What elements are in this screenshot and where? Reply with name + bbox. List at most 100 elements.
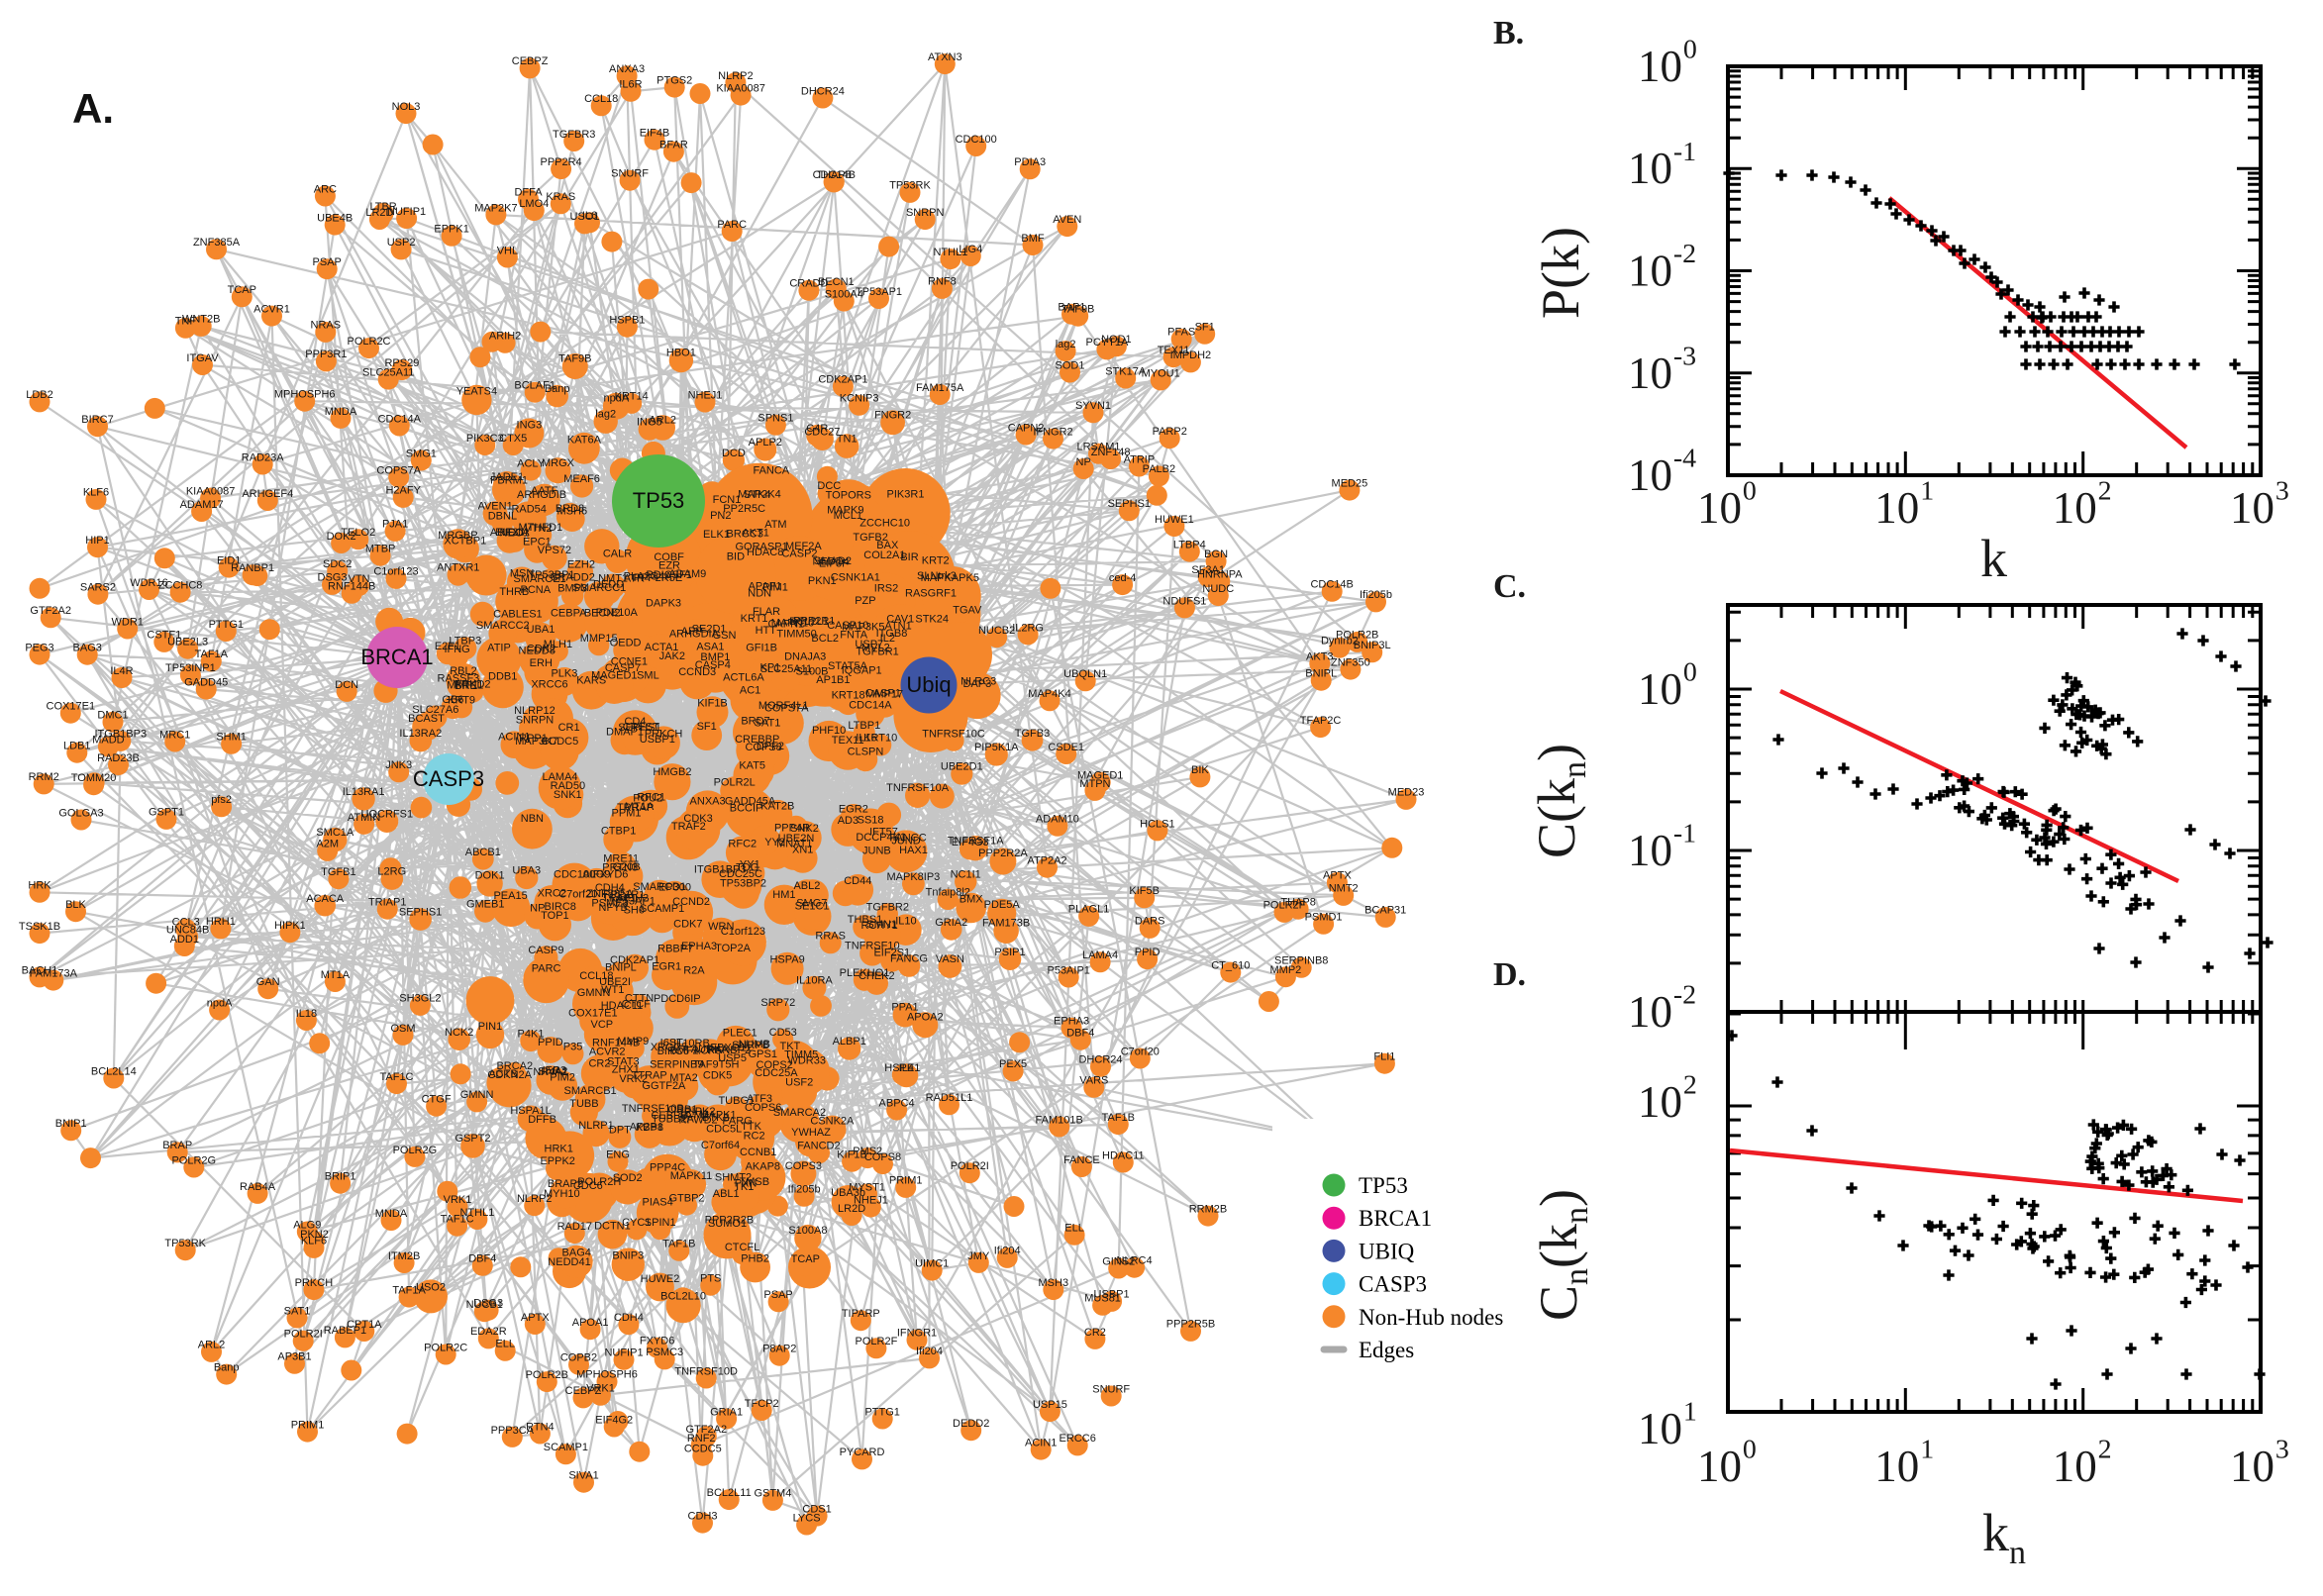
svg-text:JADE1: JADE1 — [490, 471, 524, 483]
svg-text:NUDC: NUDC — [1202, 583, 1234, 595]
svg-text:STK4: STK4 — [744, 489, 771, 501]
svg-text:TOMM20: TOMM20 — [71, 772, 117, 784]
svg-text:PSMD1: PSMD1 — [1305, 912, 1343, 924]
svg-text:PTGS2: PTGS2 — [656, 74, 692, 86]
svg-text:MEF2A: MEF2A — [785, 541, 822, 552]
svg-text:FXYD6: FXYD6 — [640, 1336, 674, 1347]
svg-text:POLR2F: POLR2F — [1263, 900, 1306, 912]
svg-text:NC1I1: NC1I1 — [951, 869, 981, 881]
svg-text:ADD1: ADD1 — [170, 934, 199, 946]
svg-text:MAPK1: MAPK1 — [699, 1110, 736, 1122]
svg-text:PPP4C: PPP4C — [650, 1162, 685, 1174]
svg-text:MRC1: MRC1 — [159, 729, 190, 741]
svg-text:KRT14: KRT14 — [615, 391, 649, 403]
svg-text:STAT5A: STAT5A — [828, 660, 868, 672]
svg-text:-2: -2 — [1673, 980, 1696, 1011]
svg-text:PIK3C3: PIK3C3 — [466, 433, 504, 445]
svg-text:CR2: CR2 — [588, 1058, 610, 1070]
svg-text:GFI1B: GFI1B — [746, 642, 777, 653]
svg-text:ATN1: ATN1 — [884, 621, 911, 633]
svg-text:BGN: BGN — [1204, 549, 1228, 560]
svg-text:TNFRSF10A: TNFRSF10A — [886, 782, 950, 794]
svg-text:BCLAF1: BCLAF1 — [514, 380, 556, 392]
svg-text:-4: -4 — [1673, 444, 1696, 474]
svg-text:FAM175A: FAM175A — [916, 382, 964, 394]
svg-text:TIMM50: TIMM50 — [776, 629, 816, 641]
svg-text:PLEC1: PLEC1 — [723, 1027, 758, 1039]
svg-text:S100A4: S100A4 — [825, 288, 863, 300]
svg-text:RIPK2: RIPK2 — [684, 1106, 716, 1118]
svg-text:TUBB: TUBB — [569, 1098, 598, 1110]
svg-text:DEDD: DEDD — [593, 579, 624, 591]
svg-text:MMP17: MMP17 — [865, 689, 903, 701]
svg-text:CT_610: CT_610 — [1211, 959, 1250, 971]
svg-text:KRT2: KRT2 — [922, 555, 950, 567]
svg-text:RFC1: RFC1 — [637, 791, 665, 803]
svg-text:CDK3: CDK3 — [683, 813, 712, 825]
svg-text:TFAP2C: TFAP2C — [1300, 715, 1342, 727]
svg-text:RNF144B: RNF144B — [328, 581, 375, 593]
svg-text:SARS2: SARS2 — [80, 582, 116, 594]
svg-text:npdA: npdA — [604, 393, 630, 405]
svg-text:NBN: NBN — [521, 813, 544, 825]
svg-text:DARS: DARS — [1135, 916, 1165, 928]
svg-text:PEA15: PEA15 — [493, 890, 527, 902]
svg-text:GPS1: GPS1 — [749, 1048, 777, 1060]
svg-text:PRKCH: PRKCH — [645, 728, 683, 740]
svg-text:PARP2: PARP2 — [1153, 426, 1187, 438]
svg-text:SPIN1: SPIN1 — [645, 1217, 676, 1229]
svg-text:BECN1: BECN1 — [818, 276, 855, 288]
svg-text:PHF10: PHF10 — [812, 725, 846, 737]
svg-text:FLAR: FLAR — [753, 606, 780, 618]
svg-text:IL10: IL10 — [895, 916, 916, 928]
svg-text:NRAS: NRAS — [311, 320, 342, 332]
svg-text:CDC6: CDC6 — [573, 1180, 603, 1192]
svg-text:RNF8: RNF8 — [928, 276, 957, 288]
svg-text:AP2B1: AP2B1 — [630, 1122, 663, 1134]
svg-text:ING5: ING5 — [637, 417, 662, 429]
svg-text:BNIP3L: BNIP3L — [1354, 640, 1391, 651]
svg-text:PCNA: PCNA — [521, 584, 552, 596]
svg-text:SNRPN: SNRPN — [906, 207, 945, 219]
svg-text:PRTN3: PRTN3 — [602, 861, 638, 873]
svg-text:KRT9: KRT9 — [448, 694, 475, 706]
svg-text:CASP1: CASP1 — [865, 688, 901, 700]
svg-text:FAM173A: FAM173A — [30, 968, 78, 980]
svg-text:2: 2 — [2098, 1435, 2112, 1465]
svg-text:DFFB: DFFB — [528, 1114, 556, 1126]
svg-text:BCAP31: BCAP31 — [1364, 905, 1406, 917]
svg-text:FANCG: FANCG — [890, 953, 928, 965]
svg-text:TEX11: TEX11 — [1158, 345, 1190, 356]
svg-text:C7orf20: C7orf20 — [1121, 1046, 1160, 1057]
svg-text:lag2: lag2 — [1056, 339, 1076, 350]
svg-text:MNDA: MNDA — [325, 406, 357, 418]
svg-text:PTTG1: PTTG1 — [864, 1406, 899, 1418]
svg-text:10: 10 — [2230, 483, 2274, 533]
svg-text:BNIPL: BNIPL — [1305, 668, 1337, 680]
svg-text:TTK: TTK — [741, 1121, 761, 1133]
svg-text:ATP2A2: ATP2A2 — [1027, 855, 1066, 867]
svg-text:ITGAV: ITGAV — [186, 352, 219, 364]
svg-text:TIPARP: TIPARP — [842, 1308, 880, 1320]
svg-text:NHEJ1: NHEJ1 — [854, 1194, 888, 1206]
svg-text:WT1: WT1 — [601, 984, 624, 996]
svg-text:10: 10 — [1874, 1442, 1919, 1491]
svg-text:ALG9: ALG9 — [582, 869, 610, 881]
svg-text:TEX11: TEX11 — [832, 735, 864, 747]
svg-text:PIN1: PIN1 — [478, 1021, 502, 1033]
svg-text:ELL: ELL — [495, 1339, 515, 1350]
svg-text:POLR2G: POLR2G — [171, 1154, 216, 1166]
svg-text:DNAJA3: DNAJA3 — [784, 651, 826, 663]
svg-text:0: 0 — [1743, 476, 1757, 507]
svg-text:CASP10: CASP10 — [827, 620, 868, 632]
svg-text:BMF: BMF — [1021, 233, 1045, 245]
svg-text:I6ST: I6ST — [660, 1037, 684, 1048]
svg-text:PPP2R5E: PPP2R5E — [634, 572, 683, 584]
svg-text:THAP8: THAP8 — [1280, 897, 1315, 909]
svg-text:ATRIP: ATRIP — [1124, 453, 1156, 465]
svg-text:ACLY: ACLY — [517, 457, 546, 469]
svg-text:L2RG: L2RG — [377, 866, 406, 878]
svg-text:R2A: R2A — [683, 965, 705, 977]
svg-text:PPP2R5B: PPP2R5B — [1166, 1319, 1216, 1331]
svg-text:TGFB2: TGFB2 — [853, 532, 887, 544]
